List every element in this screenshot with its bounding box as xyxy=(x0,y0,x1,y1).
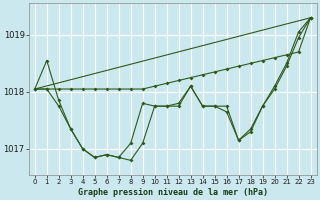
X-axis label: Graphe pression niveau de la mer (hPa): Graphe pression niveau de la mer (hPa) xyxy=(78,188,268,197)
